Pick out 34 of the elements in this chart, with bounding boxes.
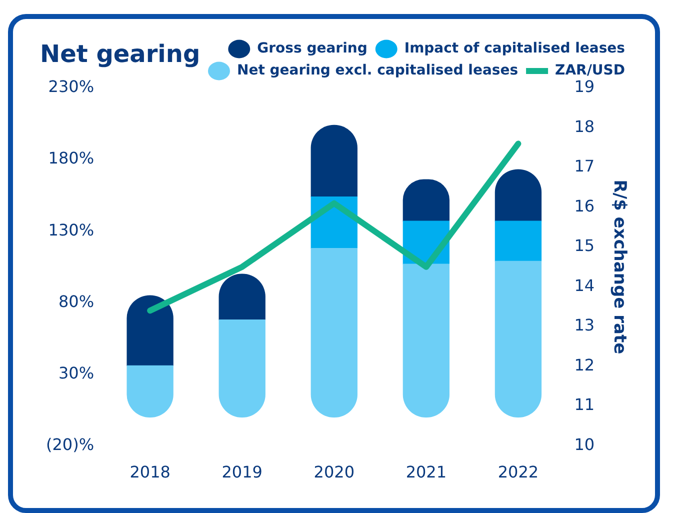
x-tick-label: 2022 (498, 462, 539, 482)
y2-tick-label: 15 (574, 236, 595, 256)
bar (494, 220, 542, 262)
y2-tick-label: 13 (574, 316, 595, 335)
y2-tick-label: 19 (574, 77, 595, 96)
y-tick-label: 30% (58, 363, 94, 382)
y-tick-label: 180% (48, 148, 94, 168)
legend-label: Impact of capitalised leases (404, 40, 626, 57)
y-tick-label: 80% (58, 292, 94, 311)
y2-tick-label: 17 (574, 156, 595, 176)
y-tick-label: 130% (48, 220, 94, 240)
y2-tick-label: 16 (574, 196, 595, 216)
bar (402, 264, 450, 418)
x-tick-label: 2018 (130, 462, 170, 482)
y-tick-label: (20)% (46, 434, 94, 454)
y2-axis-title: R/$ exchange rate (609, 180, 630, 354)
bar (310, 124, 358, 198)
bar (126, 295, 174, 366)
y2-tick-label: 10 (574, 434, 595, 454)
chart-title: Net gearing (40, 40, 200, 68)
y2-tick-label: 14 (574, 276, 595, 295)
legend-label: Gross gearing (257, 40, 368, 57)
x-tick-label: 2019 (222, 462, 262, 482)
bar (218, 320, 266, 418)
legend-label: Net gearing excl. capitalised leases (236, 62, 518, 79)
x-tick-label: 2020 (314, 462, 355, 482)
y2-tick-label: 18 (574, 116, 595, 136)
x-tick-label: 2021 (406, 462, 447, 482)
y2-tick-label: 11 (574, 395, 595, 414)
y-tick-label: 230% (48, 77, 94, 96)
bar (494, 260, 542, 418)
legend-label: ZAR/USD (555, 62, 625, 79)
y2-tick-label: 12 (574, 355, 595, 374)
bar (310, 248, 358, 418)
